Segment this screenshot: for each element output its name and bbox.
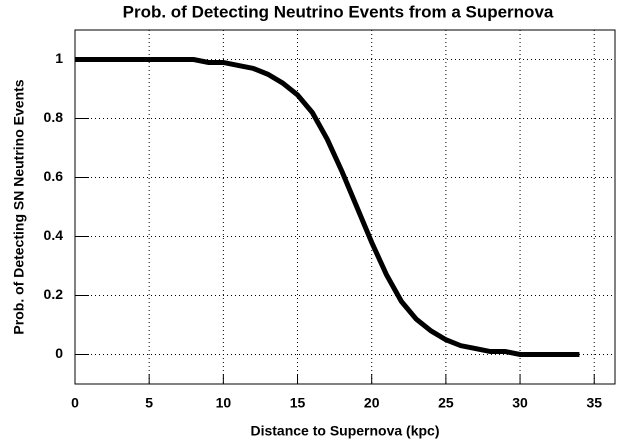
x-tick-label: 35 [586,395,602,411]
y-tick-label: 0.6 [44,168,64,184]
x-tick-label: 0 [71,395,79,411]
y-axis-label: Prob. of Detecting SN Neutrino Events [11,79,27,334]
data-line [75,57,580,357]
x-tick-label: 10 [216,395,232,411]
y-tick-label: 0.2 [44,286,64,302]
x-tick-label: 5 [145,395,153,411]
y-tick-label: 1 [55,50,63,66]
y-tick-label: 0 [55,345,63,361]
x-tick-label: 20 [364,395,380,411]
x-tick-label: 30 [512,395,528,411]
x-tick-label: 25 [438,395,454,411]
plot-frame [74,29,616,385]
chart-title: Prob. of Detecting Neutrino Events from … [123,2,554,21]
y-tick-label: 0.4 [44,227,64,243]
x-axis-label: Distance to Supernova (kpc) [250,423,439,439]
y-tick-label: 0.8 [44,109,64,125]
x-tick-label: 15 [290,395,306,411]
